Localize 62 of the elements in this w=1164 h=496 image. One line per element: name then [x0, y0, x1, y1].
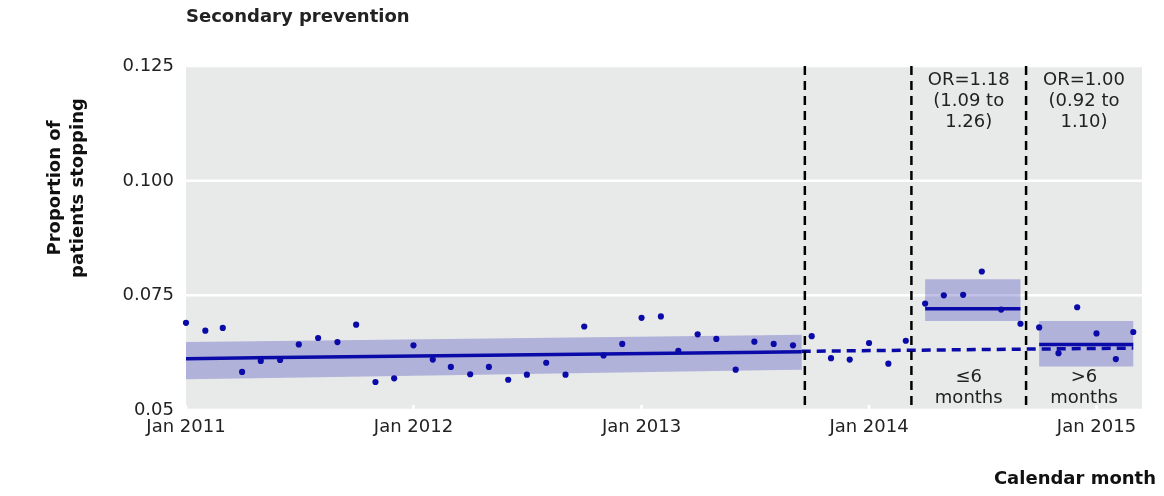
- point: [619, 340, 626, 348]
- point: [391, 375, 398, 382]
- annotation: OR=1.00 (0.92 to 1.10): [1043, 68, 1125, 131]
- point: [1055, 350, 1062, 357]
- point: [315, 334, 322, 342]
- x-tick-label: Jan 2014: [828, 415, 909, 436]
- point: [523, 371, 530, 378]
- point: [334, 339, 341, 346]
- x-axis-title: Calendar month: [993, 467, 1156, 488]
- point: [751, 338, 758, 345]
- point: [1074, 304, 1081, 311]
- point: [940, 292, 947, 299]
- point: [372, 378, 379, 386]
- point: [638, 314, 645, 321]
- point: [467, 371, 474, 378]
- point: [694, 331, 701, 338]
- x-tick-label: Jan 2015: [1055, 415, 1137, 436]
- point: [485, 363, 492, 370]
- point: [1112, 356, 1119, 363]
- point: [447, 363, 454, 370]
- x-tick-label: Jan 2013: [600, 415, 682, 436]
- point: [846, 356, 853, 363]
- point: [657, 313, 664, 320]
- point: [295, 341, 302, 348]
- y-tick-label: 0.100: [122, 168, 174, 190]
- point: [922, 300, 929, 307]
- point: [978, 268, 985, 275]
- point: [600, 352, 607, 359]
- point: [410, 342, 417, 349]
- point: [353, 321, 360, 328]
- y-tick-label: 0.075: [122, 283, 174, 305]
- point: [1036, 324, 1043, 331]
- point: [998, 306, 1005, 313]
- point: [732, 366, 739, 373]
- annotation: >6 months: [1050, 365, 1118, 407]
- point: [827, 355, 835, 362]
- y-axis-title: Proportion of patients stopping: [43, 98, 87, 278]
- point: [789, 342, 797, 349]
- point: [543, 359, 550, 366]
- point: [239, 368, 246, 376]
- point: [202, 327, 209, 334]
- point: [808, 333, 815, 340]
- point: [902, 337, 909, 344]
- point: [960, 291, 967, 298]
- annotation: OR=1.18 (1.09 to 1.26): [927, 68, 1010, 131]
- x-tick-label: Jan 2012: [372, 415, 454, 436]
- point: [770, 340, 777, 348]
- point: [1017, 320, 1024, 327]
- point: [505, 376, 512, 383]
- point: [562, 371, 569, 378]
- annotation: ≤6 months: [934, 365, 1003, 407]
- point: [1130, 328, 1137, 336]
- point: [219, 324, 226, 331]
- point: [581, 323, 588, 330]
- point: [865, 339, 873, 347]
- point: [885, 360, 892, 367]
- point: [1093, 330, 1100, 337]
- y-tick-label: 0.125: [122, 54, 174, 75]
- point: [713, 335, 720, 342]
- point: [429, 356, 436, 363]
- chart-title: Secondary prevention: [186, 5, 410, 26]
- point: [182, 319, 190, 326]
